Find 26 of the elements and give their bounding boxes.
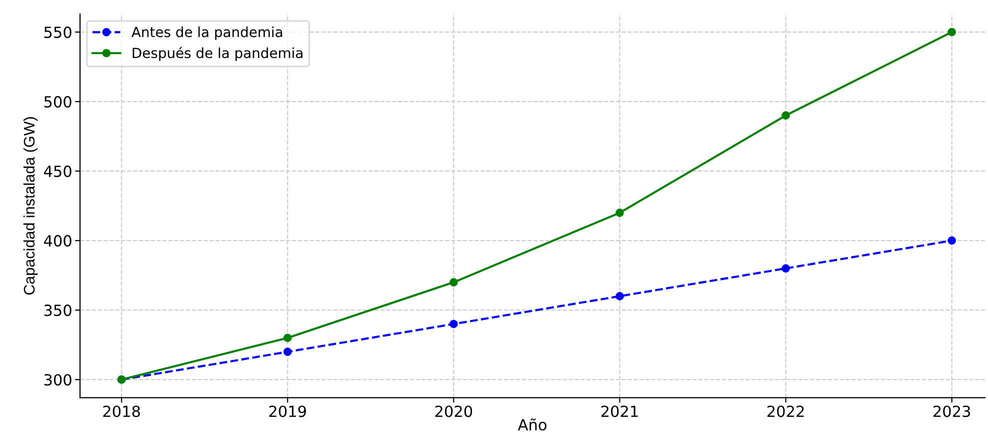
point: [283, 334, 292, 342]
x-tick-label: 2019: [269, 406, 306, 418]
x-tick-label: 2018: [103, 406, 140, 418]
point: [449, 320, 458, 328]
x-tick-label: 2021: [601, 406, 638, 418]
legend-label: Antes de la pandemia: [132, 26, 282, 40]
y-tick-label: 400: [44, 235, 72, 247]
x-tick-label: 2023: [934, 406, 970, 418]
y-tick-label: 450: [44, 166, 72, 178]
y-axis-title: Capacidad instalada (GW): [23, 117, 38, 295]
x-tick-label: 2020: [435, 406, 472, 418]
y-tick-label: 350: [44, 304, 72, 316]
y-tick-label: 500: [44, 96, 72, 108]
x-tick-label: 2022: [767, 406, 804, 418]
x-axis-title: Año: [518, 418, 546, 431]
point: [782, 111, 790, 120]
point: [948, 28, 956, 36]
point: [948, 236, 956, 245]
point: [782, 264, 790, 273]
point: [616, 292, 624, 300]
y-tick-label: 550: [44, 26, 72, 38]
point: [449, 278, 458, 286]
y-tick-label: 300: [44, 374, 72, 386]
legend-label: Después de la pandemia: [132, 46, 302, 61]
point: [283, 348, 292, 356]
point: [616, 208, 624, 217]
